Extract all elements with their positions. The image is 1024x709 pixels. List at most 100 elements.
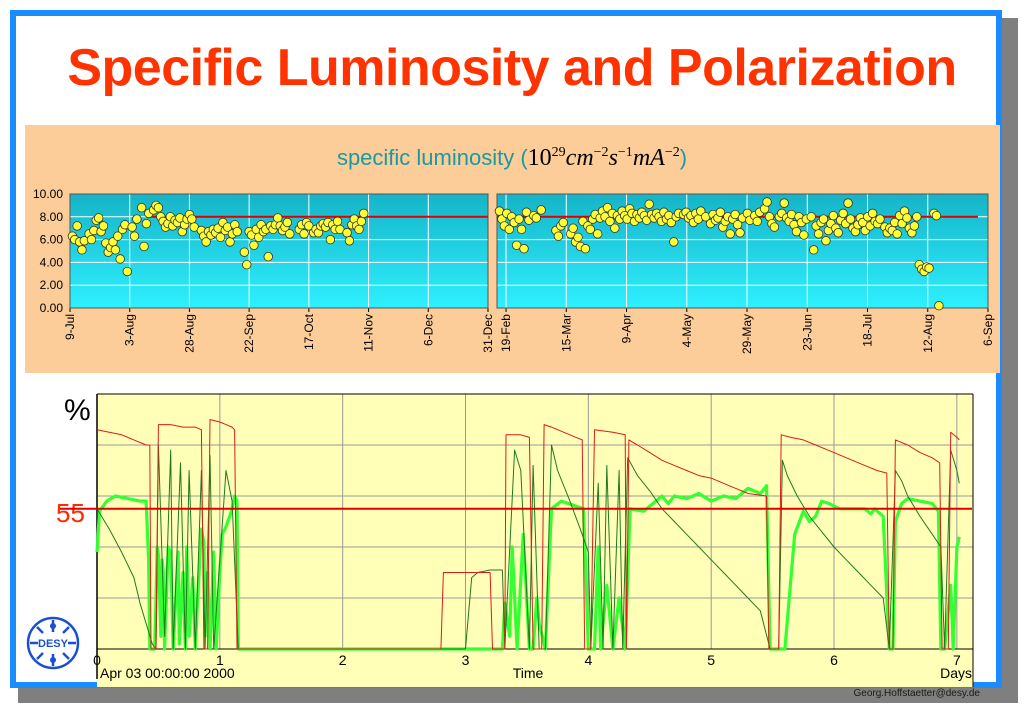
luminosity-data-point (573, 232, 583, 243)
luminosity-x-tick-label: 9-Jul (63, 314, 77, 340)
luminosity-data-point (769, 222, 780, 232)
luminosity-x-tick-label: 4-May (680, 314, 694, 347)
luminosity-data-point (201, 237, 211, 247)
luminosity-data-point (585, 224, 595, 235)
luminosity-data-point (516, 224, 527, 235)
luminosity-y-tick-label: 4.00 (40, 255, 64, 269)
luminosity-data-point (931, 210, 942, 221)
unit-cm-exp: −2 (593, 145, 609, 160)
author-credit: Georg.Hoffstaetter@desy.de (853, 688, 980, 699)
luminosity-data-point (285, 229, 295, 239)
luminosity-data-point (139, 241, 149, 252)
luminosity-data-point (610, 223, 620, 233)
polarization-x-tick-label: 1 (216, 652, 224, 668)
luminosity-data-point (806, 212, 816, 222)
luminosity-data-point (344, 236, 355, 246)
luminosity-data-point (531, 213, 541, 223)
polarization-x-tick-label: 4 (584, 652, 592, 668)
luminosity-data-point (153, 202, 164, 213)
luminosity-x-tick-label: 29-May (740, 314, 754, 354)
luminosity-data-point (715, 207, 726, 217)
luminosity-x-tick-label: 12-Aug (921, 314, 935, 353)
luminosity-data-point (752, 216, 762, 227)
luminosity-data-point (799, 230, 809, 240)
polarization-series-thin-red (96, 419, 960, 650)
polarization-x-tick-label: 5 (707, 652, 715, 668)
polarization-x-label: Time (513, 665, 544, 681)
luminosity-x-tick-label: 9-Apr (620, 314, 634, 343)
luminosity-data-point (909, 221, 920, 231)
luminosity-data-point (239, 247, 250, 257)
luminosity-data-point (504, 224, 514, 235)
polarization-series-thin-green (96, 444, 960, 650)
luminosity-data-point (644, 199, 654, 209)
luminosity-data-point (779, 198, 789, 208)
luminosity-data-point (912, 212, 922, 222)
luminosity-y-tick-label: 6.00 (40, 233, 64, 247)
luminosity-data-point (580, 244, 591, 254)
luminosity-x-tick-label: 6-Dec (421, 314, 435, 346)
luminosity-data-point (242, 259, 252, 270)
luminosity-data-point (838, 208, 848, 219)
luminosity-data-point (72, 221, 82, 231)
luminosity-y-tick-label: 0.00 (40, 301, 64, 315)
luminosity-data-point (592, 229, 603, 239)
luminosity-data-point (892, 229, 902, 239)
luminosity-chart-title: specific luminosity (1029cm−2s−1mA−2) (0, 145, 1024, 172)
polarization-x-tick-label: 2 (339, 652, 347, 668)
luminosity-unit-formula: 1029cm−2s−1mA−2 (528, 145, 680, 171)
luminosity-data-point (553, 231, 564, 241)
luminosity-data-point (77, 245, 87, 255)
luminosity-data-point (132, 214, 142, 224)
luminosity-data-point (813, 229, 824, 239)
polarization-reference-label: 55 (56, 498, 85, 528)
luminosity-x-tick-label: 11-Nov (362, 314, 376, 352)
luminosity-x-tick-label: 6-Sep (981, 314, 995, 346)
luminosity-x-tick-label: 17-Oct (302, 313, 316, 350)
unit-base: 10 (527, 145, 552, 171)
luminosity-data-point (568, 223, 578, 233)
luminosity-x-tick-label: 15-Mar (559, 314, 573, 352)
luminosity-plot-area-1999 (70, 194, 488, 308)
polarization-x-tick-label: 6 (830, 652, 838, 668)
luminosity-plot-border-1999 (69, 193, 489, 309)
polarization-y-unit: % (64, 394, 91, 427)
unit-s-exp: −1 (617, 145, 633, 160)
luminosity-data-point (249, 240, 259, 251)
luminosity-data-point (514, 214, 524, 224)
luminosity-x-tick-label: 28-Aug (182, 314, 196, 353)
luminosity-data-point (122, 266, 133, 277)
luminosity-data-point (359, 208, 369, 219)
unit-cm: cm (565, 145, 594, 171)
luminosity-y-tick-label: 10.00 (33, 187, 63, 201)
luminosity-data-point (669, 237, 679, 247)
luminosity-data-point (113, 231, 123, 241)
luminosity-data-point (93, 213, 104, 223)
luminosity-data-point (735, 228, 745, 238)
luminosity-data-point (299, 229, 309, 239)
luminosity-unit-close: ) (679, 145, 688, 170)
luminosity-unit-open: ( (520, 145, 528, 170)
luminosity-x-tick-label: 23-Jun (800, 314, 814, 351)
luminosity-data-point (808, 245, 819, 255)
desy-logo: DESY (26, 616, 80, 670)
luminosity-data-point (818, 214, 829, 224)
luminosity-x-tick-label: 18-Jul (861, 314, 875, 347)
luminosity-data-point (325, 234, 336, 245)
luminosity-data-point (215, 232, 226, 243)
luminosity-data-point (924, 263, 934, 273)
luminosity-data-point (902, 213, 912, 223)
luminosity-data-point (821, 236, 831, 246)
luminosity-data-point (136, 202, 147, 213)
luminosity-data-point (725, 229, 735, 239)
polarization-start-date: Apr 03 00:00:00 2000 (100, 665, 235, 681)
luminosity-data-point (536, 205, 546, 215)
luminosity-data-point (263, 252, 273, 262)
luminosity-data-point (86, 234, 97, 245)
luminosity-label: specific luminosity (336, 145, 515, 170)
luminosity-data-point (282, 217, 293, 228)
polarization-x-tick-label: 0 (93, 652, 101, 668)
polarization-x-tick-label: 3 (462, 652, 470, 668)
polarization-x-tick-label: 7 (953, 652, 961, 668)
